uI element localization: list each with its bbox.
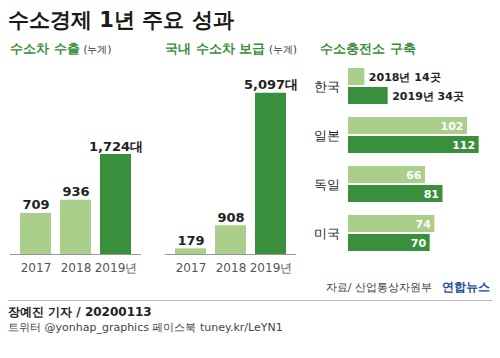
html-text:연합뉴스: 연합뉴스 bbox=[442, 279, 490, 294]
svg-text:179: 179 bbox=[177, 233, 204, 248]
svg-text:2019년: 2019년 bbox=[95, 261, 138, 275]
svg-text:1,724대: 1,724대 bbox=[89, 139, 143, 154]
svg-text:미국: 미국 bbox=[314, 226, 340, 241]
html-text:수소차 수출 (누계): 수소차 수출 (누계) bbox=[10, 41, 112, 56]
html-text:수소충전소 구축: 수소충전소 구축 bbox=[320, 41, 416, 56]
svg-text:2017: 2017 bbox=[176, 261, 207, 275]
svg-text:81: 81 bbox=[424, 188, 439, 201]
svg-text:한국: 한국 bbox=[314, 79, 340, 94]
svg-text:709: 709 bbox=[22, 197, 49, 212]
svg-text:2018년 14곳: 2018년 14곳 bbox=[369, 71, 441, 84]
svg-text:102: 102 bbox=[441, 120, 464, 133]
svg-text:5,097대: 5,097대 bbox=[244, 77, 298, 92]
svg-text:독일: 독일 bbox=[314, 177, 340, 192]
svg-text:2019년: 2019년 bbox=[250, 261, 293, 275]
svg-text:74: 74 bbox=[416, 218, 432, 231]
svg-text:66: 66 bbox=[406, 169, 422, 182]
html-text:수소경제 1년 주요 성과: 수소경제 1년 주요 성과 bbox=[8, 8, 234, 32]
svg-text:936: 936 bbox=[62, 184, 89, 199]
html-text:트위터 @yonhap_graphics 페이스북 tune: 트위터 @yonhap_graphics 페이스북 tuney.kr/LeYN1 bbox=[8, 321, 283, 334]
svg-text:일본: 일본 bbox=[314, 128, 340, 143]
svg-text:2019년 34곳: 2019년 34곳 bbox=[392, 90, 464, 103]
svg-text:70: 70 bbox=[411, 237, 427, 250]
svg-text:112: 112 bbox=[452, 139, 475, 152]
svg-text:2017: 2017 bbox=[21, 261, 52, 275]
svg-text:2018: 2018 bbox=[61, 261, 92, 275]
html-text:국내 수소차 보급 (누계): 국내 수소차 보급 (누계) bbox=[165, 41, 297, 56]
svg-text:908: 908 bbox=[217, 210, 244, 225]
svg-text:2018: 2018 bbox=[216, 261, 247, 275]
html-text:자료/ 산업통상자원부: 자료/ 산업통상자원부 bbox=[325, 280, 432, 294]
html-text:장예진 기자 / 20200113: 장예진 기자 / 20200113 bbox=[8, 305, 152, 319]
